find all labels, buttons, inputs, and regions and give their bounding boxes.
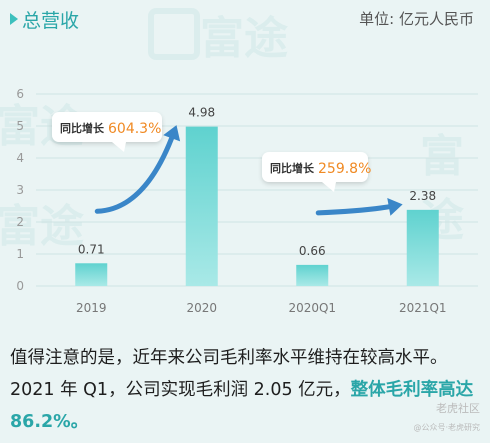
data-label: 4.98 xyxy=(188,106,215,120)
growth-callout: 同比增长 604.3% xyxy=(52,112,162,152)
watermark-text: 富途 xyxy=(0,201,84,252)
callout-value: 259.8% xyxy=(318,161,371,177)
callout-value: 604.3% xyxy=(108,121,161,137)
callout-pointer xyxy=(112,142,126,152)
y-tick-label: 6 xyxy=(16,87,24,101)
callout-pointer xyxy=(322,182,336,192)
y-tick-label: 5 xyxy=(16,119,24,133)
callout-box xyxy=(52,112,162,142)
watermark-text: 富途 xyxy=(200,13,288,64)
community-logo: 老虎社区 xyxy=(436,402,480,415)
arrowhead-icon xyxy=(387,198,403,216)
unit-label: 单位: 亿元人民币 xyxy=(359,10,474,28)
y-tick-label: 1 xyxy=(16,247,24,261)
callout-label: 同比增长 xyxy=(60,121,105,135)
growth-arrow xyxy=(94,130,177,214)
watermark-logo-icon xyxy=(148,8,200,60)
y-tick-label: 3 xyxy=(16,183,24,197)
x-tick-label: 2020 xyxy=(186,301,217,315)
body-text: 值得注意的是，近年来公司毛利率水平维持在较高水平。2021 年 Q1，公司实现毛… xyxy=(10,348,448,400)
bar xyxy=(296,264,329,286)
chart-title: 总营收 xyxy=(22,10,80,32)
y-tick-label: 2 xyxy=(16,215,24,229)
data-label: 0.71 xyxy=(78,242,105,256)
callout-box xyxy=(262,152,368,182)
growth-callout: 同比增长 259.8% xyxy=(262,152,371,192)
y-tick-label: 0 xyxy=(16,279,24,293)
bar xyxy=(185,126,218,286)
bar xyxy=(406,209,439,286)
arrowhead-icon xyxy=(163,125,181,142)
community-logo-sub: @公众号·老虎研究 xyxy=(413,423,480,432)
callout-label: 同比增长 xyxy=(270,161,315,175)
bar-chart: 0 1 2 3 4 5 6 0.71 4.98 0.66 2.38 2019 2020 2020Q1 2… xyxy=(16,87,478,315)
header: 总营收 单位: 亿元人民币 xyxy=(0,0,490,44)
data-label: 2.38 xyxy=(409,189,436,203)
x-tick-label: 2020Q1 xyxy=(288,301,336,315)
y-tick-label: 4 xyxy=(16,151,24,165)
bar xyxy=(75,263,108,286)
x-tick-label: 2021Q1 xyxy=(399,301,447,315)
body-highlight: 整体毛利率高达 86.2%。 xyxy=(10,380,474,432)
growth-arrow xyxy=(315,203,398,216)
data-label: 0.66 xyxy=(299,244,326,258)
title-marker-icon xyxy=(10,13,18,25)
x-tick-label: 2019 xyxy=(76,301,107,315)
body-paragraph: 值得注意的是，近年来公司毛利率水平维持在较高水平。2021 年 Q1，公司实现毛… xyxy=(10,342,482,438)
